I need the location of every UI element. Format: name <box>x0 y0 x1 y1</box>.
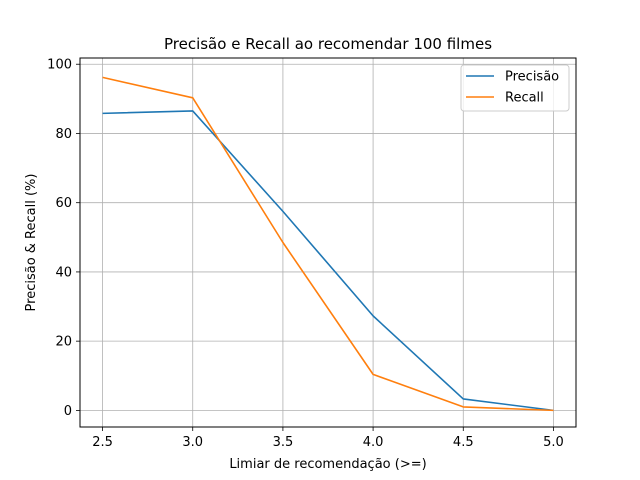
y-tick-label: 20 <box>55 335 72 350</box>
x-tick-label: 3.5 <box>273 435 294 450</box>
data-point-recall <box>191 96 194 99</box>
data-point-recall <box>101 76 104 79</box>
y-tick-label: 100 <box>47 58 72 73</box>
legend-label-precisao: Precisão <box>505 70 559 85</box>
y-axis-ticks: 0 20 40 60 80 100 <box>47 58 80 419</box>
series-lines <box>101 76 555 412</box>
legend-label-recall: Recall <box>505 91 544 106</box>
x-tick-label: 5.0 <box>543 435 564 450</box>
chart-title: Precisão e Recall ao recomendar 100 film… <box>164 35 492 53</box>
series-line-precisao <box>102 110 554 412</box>
series-line-recall <box>102 76 554 412</box>
x-axis-ticks: 2.5 3.0 3.5 4.0 4.5 5.0 <box>92 427 564 450</box>
data-point-recall <box>462 405 465 408</box>
data-point-recall <box>372 373 375 376</box>
x-tick-label: 2.5 <box>92 435 113 450</box>
x-tick-label: 4.0 <box>363 435 384 450</box>
plot-frame <box>79 57 577 428</box>
x-tick-label: 4.5 <box>453 435 474 450</box>
y-tick-label: 0 <box>64 404 72 419</box>
x-tick-label: 3.0 <box>182 435 203 450</box>
y-tick-label: 40 <box>55 265 72 280</box>
x-axis-label: Limiar de recomendação (>=) <box>229 457 426 472</box>
data-point-recall <box>552 409 555 412</box>
data-point-precisao <box>281 210 284 213</box>
y-axis-label: Precisão & Recall (%) <box>24 174 39 312</box>
data-point-precisao <box>462 397 465 400</box>
y-tick-label: 80 <box>55 127 72 142</box>
legend: Precisão Recall <box>460 64 570 112</box>
data-point-precisao <box>101 112 104 115</box>
data-point-precisao <box>372 314 375 317</box>
data-point-recall <box>281 241 284 244</box>
y-tick-label: 60 <box>55 196 72 211</box>
data-point-precisao <box>191 109 194 112</box>
grid-lines <box>80 58 576 427</box>
